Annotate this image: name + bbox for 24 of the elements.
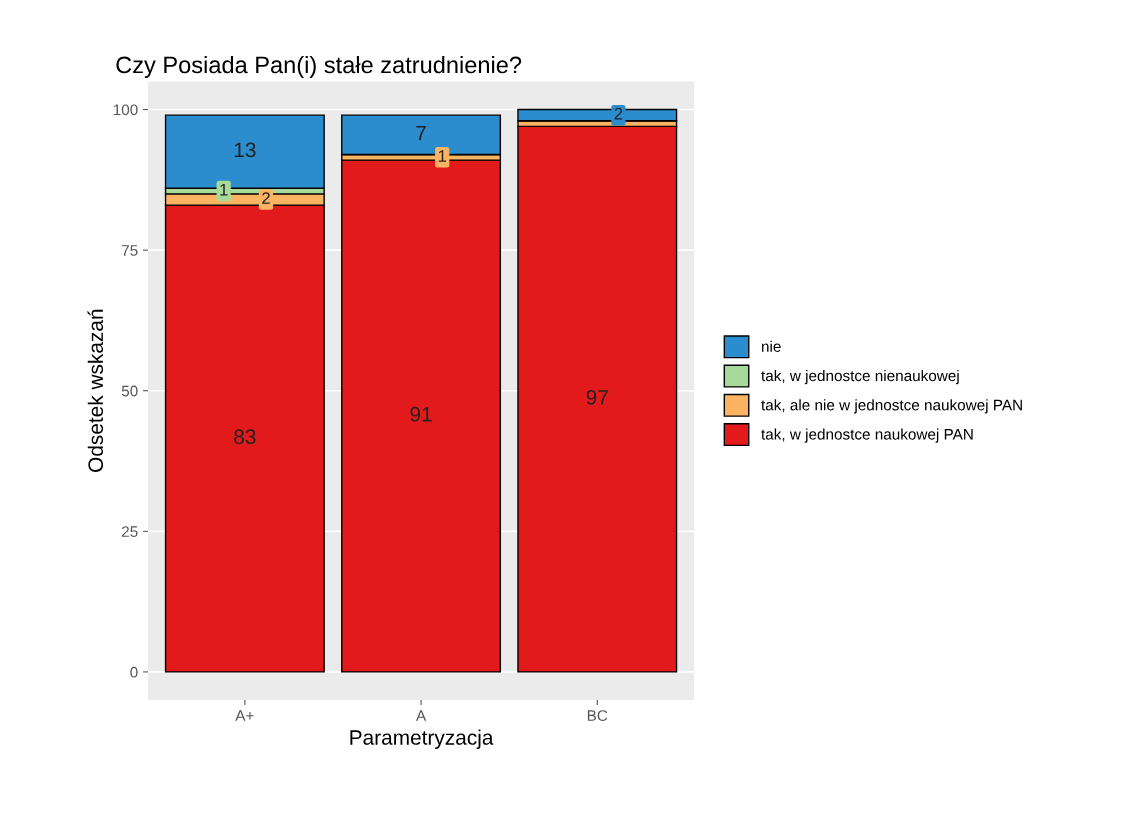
- data-label: 97: [586, 390, 608, 405]
- data-label: 13: [234, 142, 256, 158]
- legend-label: tak, w jednostce naukowej PAN: [761, 428, 973, 443]
- y-tick-label: 100: [113, 104, 138, 116]
- data-label: 83: [234, 429, 256, 445]
- data-label: 2: [614, 107, 623, 120]
- legend-label: nie: [762, 340, 781, 352]
- data-label: 2: [262, 192, 270, 204]
- y-axis-title: Odsetek wskazań: [87, 309, 104, 472]
- data-label: 91: [410, 406, 432, 422]
- x-tick-label: BC: [587, 710, 608, 721]
- x-tick-label: A+: [235, 710, 254, 721]
- x-axis-title: Parametryzacja: [350, 729, 494, 749]
- data-label: 1: [438, 150, 447, 162]
- y-tick-label: 50: [121, 385, 138, 397]
- y-tick-label: 25: [121, 526, 138, 538]
- data-label: 7: [416, 125, 426, 141]
- y-tick-label: 75: [122, 245, 138, 256]
- y-tick-label: 0: [130, 666, 138, 678]
- x-tick-label: A: [416, 710, 427, 721]
- legend-label: tak, ale nie w jednostce naukowej PAN: [761, 399, 1022, 414]
- legend-label: tak, w jednostce nienaukowej: [761, 369, 959, 385]
- data-label: 1: [220, 183, 228, 196]
- chart-title: Czy Posiada Pan(i) stałe zatrudnienie?: [116, 55, 522, 78]
